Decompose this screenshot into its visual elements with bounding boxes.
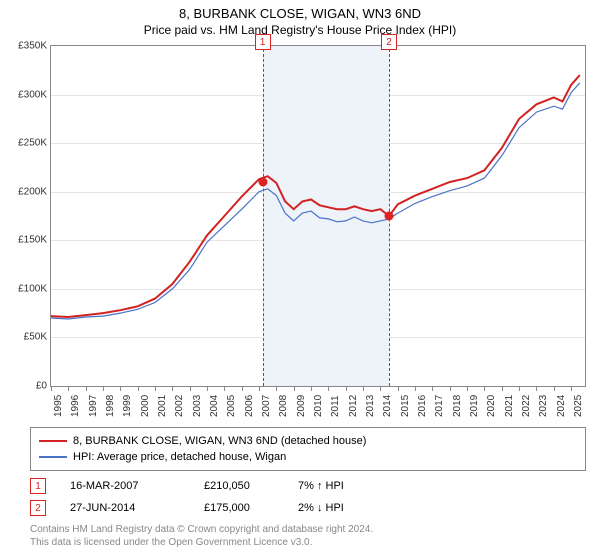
x-tick-label: 2023 bbox=[538, 395, 549, 417]
y-tick-label: £150K bbox=[18, 235, 51, 246]
sale-price: £175,000 bbox=[204, 502, 274, 514]
x-tick-label: 2005 bbox=[226, 395, 237, 417]
series-line bbox=[51, 83, 580, 319]
x-tick-label: 2001 bbox=[157, 395, 168, 417]
x-tick-label: 2010 bbox=[313, 395, 324, 417]
y-tick-label: £250K bbox=[18, 138, 51, 149]
sale-row: 1 16-MAR-2007 £210,050 7% ↑ HPI bbox=[30, 475, 586, 497]
x-tick-label: 2003 bbox=[192, 395, 203, 417]
y-tick-label: £50K bbox=[24, 332, 51, 343]
sale-price: £210,050 bbox=[204, 480, 274, 492]
x-tick-label: 2018 bbox=[452, 395, 463, 417]
x-tick-label: 2014 bbox=[382, 395, 393, 417]
x-tick-label: 2011 bbox=[330, 395, 341, 417]
sale-date: 16-MAR-2007 bbox=[70, 480, 180, 492]
x-tick-label: 2002 bbox=[174, 395, 185, 417]
x-tick-label: 2022 bbox=[521, 395, 532, 417]
x-tick-label: 2024 bbox=[556, 395, 567, 417]
sale-delta: 2% ↓ HPI bbox=[298, 502, 368, 514]
legend: 8, BURBANK CLOSE, WIGAN, WN3 6ND (detach… bbox=[30, 427, 586, 471]
y-tick-label: £300K bbox=[18, 89, 51, 100]
x-tick-label: 2012 bbox=[348, 395, 359, 417]
sale-row: 2 27-JUN-2014 £175,000 2% ↓ HPI bbox=[30, 497, 586, 519]
chart-lines bbox=[51, 46, 585, 386]
legend-swatch bbox=[39, 456, 67, 458]
x-tick-label: 2013 bbox=[365, 395, 376, 417]
x-tick-label: 2004 bbox=[209, 395, 220, 417]
legend-item: 8, BURBANK CLOSE, WIGAN, WN3 6ND (detach… bbox=[39, 433, 577, 449]
sale-date: 27-JUN-2014 bbox=[70, 502, 180, 514]
sale-badge: 2 bbox=[30, 500, 46, 516]
x-tick-label: 2021 bbox=[504, 395, 515, 417]
x-axis-labels: 1995 1996 1997 1998 1999 2000 2001 2002 2003 2004… bbox=[50, 387, 586, 421]
y-tick-label: £350K bbox=[18, 41, 51, 52]
legend-item: HPI: Average price, detached house, Wiga… bbox=[39, 449, 577, 465]
x-tick-label: 2009 bbox=[296, 395, 307, 417]
x-tick-label: 2017 bbox=[434, 395, 445, 417]
x-tick-label: 2007 bbox=[261, 395, 272, 417]
legend-label: HPI: Average price, detached house, Wiga… bbox=[73, 449, 286, 465]
sale-point bbox=[385, 212, 394, 221]
x-tick-label: 2025 bbox=[573, 395, 584, 417]
x-tick-label: 1999 bbox=[122, 395, 133, 417]
series-line bbox=[51, 75, 580, 317]
footer-credits: Contains HM Land Registry data © Crown c… bbox=[30, 523, 586, 549]
x-tick-label: 1998 bbox=[105, 395, 116, 417]
x-tick-label: 2000 bbox=[140, 395, 151, 417]
x-tick-label: 2019 bbox=[469, 395, 480, 417]
sale-point bbox=[258, 177, 267, 186]
sale-badge: 1 bbox=[30, 478, 46, 494]
sales-table: 1 16-MAR-2007 £210,050 7% ↑ HPI 2 27-JUN-2014… bbox=[30, 475, 586, 519]
page-subtitle: Price paid vs. HM Land Registry's House … bbox=[0, 23, 600, 37]
x-tick-label: 1996 bbox=[70, 395, 81, 417]
y-tick-label: £0 bbox=[36, 381, 51, 392]
x-tick-label: 2016 bbox=[417, 395, 428, 417]
x-tick-label: 2015 bbox=[400, 395, 411, 417]
y-tick-label: £200K bbox=[18, 186, 51, 197]
footer-line-2: This data is licensed under the Open Gov… bbox=[30, 536, 586, 549]
legend-label: 8, BURBANK CLOSE, WIGAN, WN3 6ND (detach… bbox=[73, 433, 366, 449]
x-tick-label: 1995 bbox=[53, 395, 64, 417]
x-tick-label: 1997 bbox=[88, 395, 99, 417]
footer-line-1: Contains HM Land Registry data © Crown c… bbox=[30, 523, 586, 536]
x-tick-label: 2006 bbox=[244, 395, 255, 417]
price-chart: £0£50K£100K£150K£200K£250K£300K£350K12 bbox=[50, 45, 586, 387]
x-tick-label: 2008 bbox=[278, 395, 289, 417]
page-title: 8, BURBANK CLOSE, WIGAN, WN3 6ND bbox=[0, 6, 600, 21]
legend-swatch bbox=[39, 440, 67, 442]
y-tick-label: £100K bbox=[18, 283, 51, 294]
x-tick-label: 2020 bbox=[486, 395, 497, 417]
sale-delta: 7% ↑ HPI bbox=[298, 480, 368, 492]
